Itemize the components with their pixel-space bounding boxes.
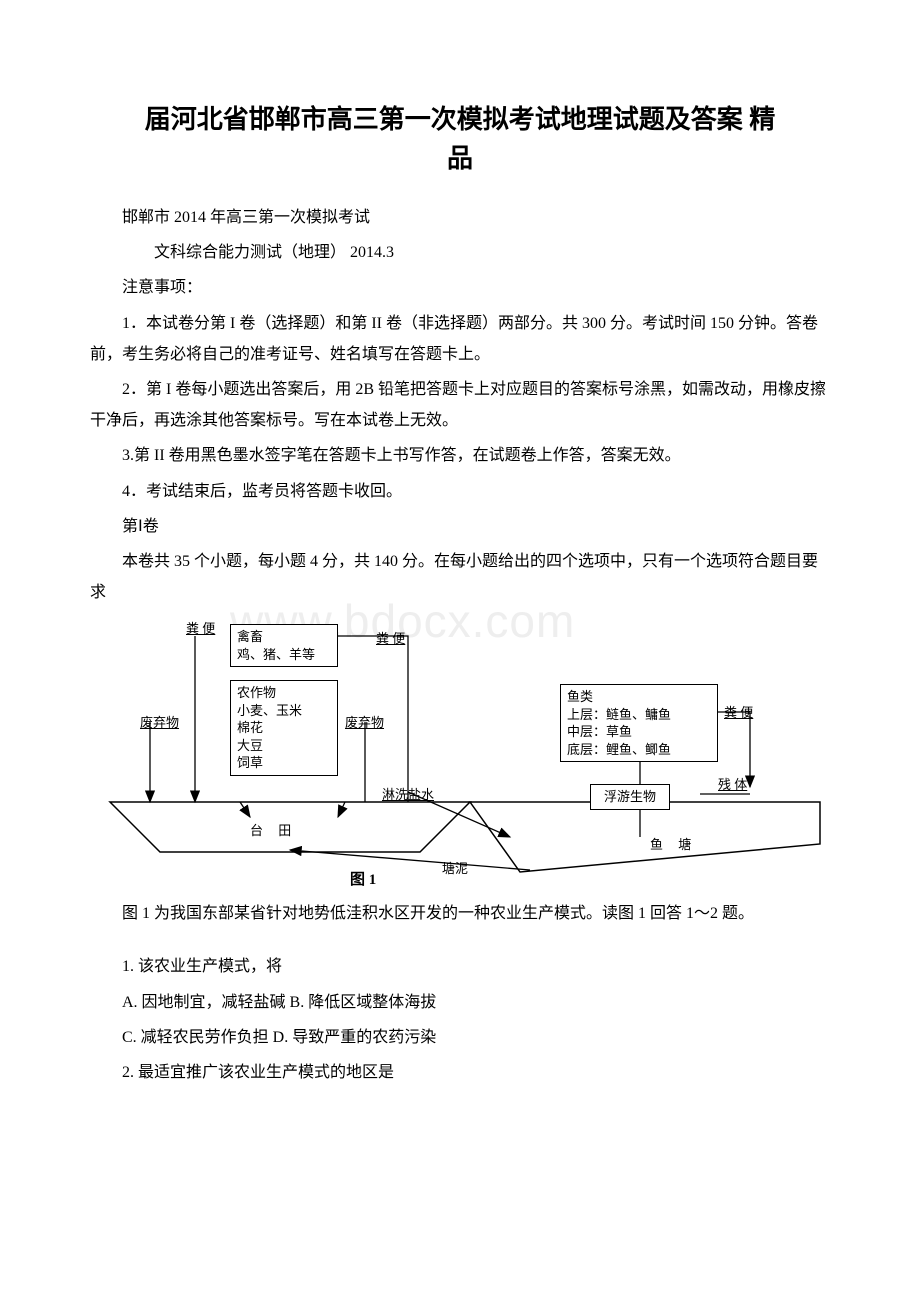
- notice-heading: 注意事项：: [90, 272, 830, 303]
- figure-1-diagram: www.bdocx.com: [90, 612, 830, 892]
- crops-text: 农作物 小麦、玉米 棉花 大豆 饲草: [237, 685, 302, 770]
- diagram-lines: [90, 612, 830, 892]
- section-heading: 第Ⅰ卷: [90, 511, 830, 542]
- rule-2: 2．第 I 卷每小题选出答案后，用 2B 铅笔把答题卡上对应题目的答案标号涂黑，…: [90, 374, 830, 436]
- pond-label: 鱼 塘: [650, 834, 697, 853]
- question-1-options-cd: C. 减轻农民劳作负担 D. 导致严重的农药污染: [90, 1022, 830, 1053]
- waste-label-1: 废弃物: [140, 712, 179, 731]
- crops-box: 农作物 小麦、玉米 棉花 大豆 饲草: [230, 680, 338, 776]
- rule-1: 1．本试卷分第 I 卷（选择题）和第 II 卷（非选择题）两部分。共 300 分…: [90, 308, 830, 370]
- title-line-1: 届河北省邯郸市高三第一次模拟考试地理试题及答案 精: [145, 105, 776, 134]
- figure-caption: 图 1 为我国东部某省针对地势低洼积水区开发的一种农业生产模式。读图 1 回答 …: [90, 898, 830, 929]
- question-1-options-ab: A. 因地制宜，减轻盐碱 B. 降低区域整体海拔: [90, 987, 830, 1018]
- subject-line: 文科综合能力测试（地理） 2014.3: [90, 237, 830, 268]
- mud-label: 塘泥: [442, 858, 468, 877]
- plankton-box: 浮游生物: [590, 784, 670, 810]
- waste-label-2: 废弃物: [345, 712, 384, 731]
- livestock-text: 禽畜 鸡、猪、羊等: [237, 629, 315, 662]
- document-title: 届河北省邯郸市高三第一次模拟考试地理试题及答案 精 品: [90, 100, 830, 178]
- saline-label: 淋洗盐水: [382, 784, 434, 803]
- fish-box: 鱼类 上层：鲢鱼、鳙鱼 中层：草鱼 底层：鲤鱼、鲫鱼: [560, 684, 718, 762]
- exam-header: 邯郸市 2014 年高三第一次模拟考试: [90, 202, 830, 233]
- title-line-2: 品: [447, 144, 473, 173]
- question-1-stem: 1. 该农业生产模式，将: [90, 951, 830, 982]
- manure-label-2: 粪 便: [376, 628, 405, 647]
- livestock-box: 禽畜 鸡、猪、羊等: [230, 624, 338, 667]
- remains-label: 残 体: [718, 774, 747, 793]
- rule-3: 3.第 II 卷用黑色墨水签字笔在答题卡上书写作答，在试题卷上作答，答案无效。: [90, 440, 830, 471]
- rule-4: 4．考试结束后，监考员将答题卡收回。: [90, 476, 830, 507]
- question-2-stem: 2. 最适宜推广该农业生产模式的地区是: [90, 1057, 830, 1088]
- manure-label-1: 粪 便: [186, 618, 215, 637]
- platform-label: 台 田: [250, 820, 297, 839]
- manure-label-3: 粪 便: [724, 702, 753, 721]
- plankton-text: 浮游生物: [604, 789, 656, 804]
- fish-text: 鱼类 上层：鲢鱼、鳙鱼 中层：草鱼 底层：鲤鱼、鲫鱼: [567, 689, 671, 757]
